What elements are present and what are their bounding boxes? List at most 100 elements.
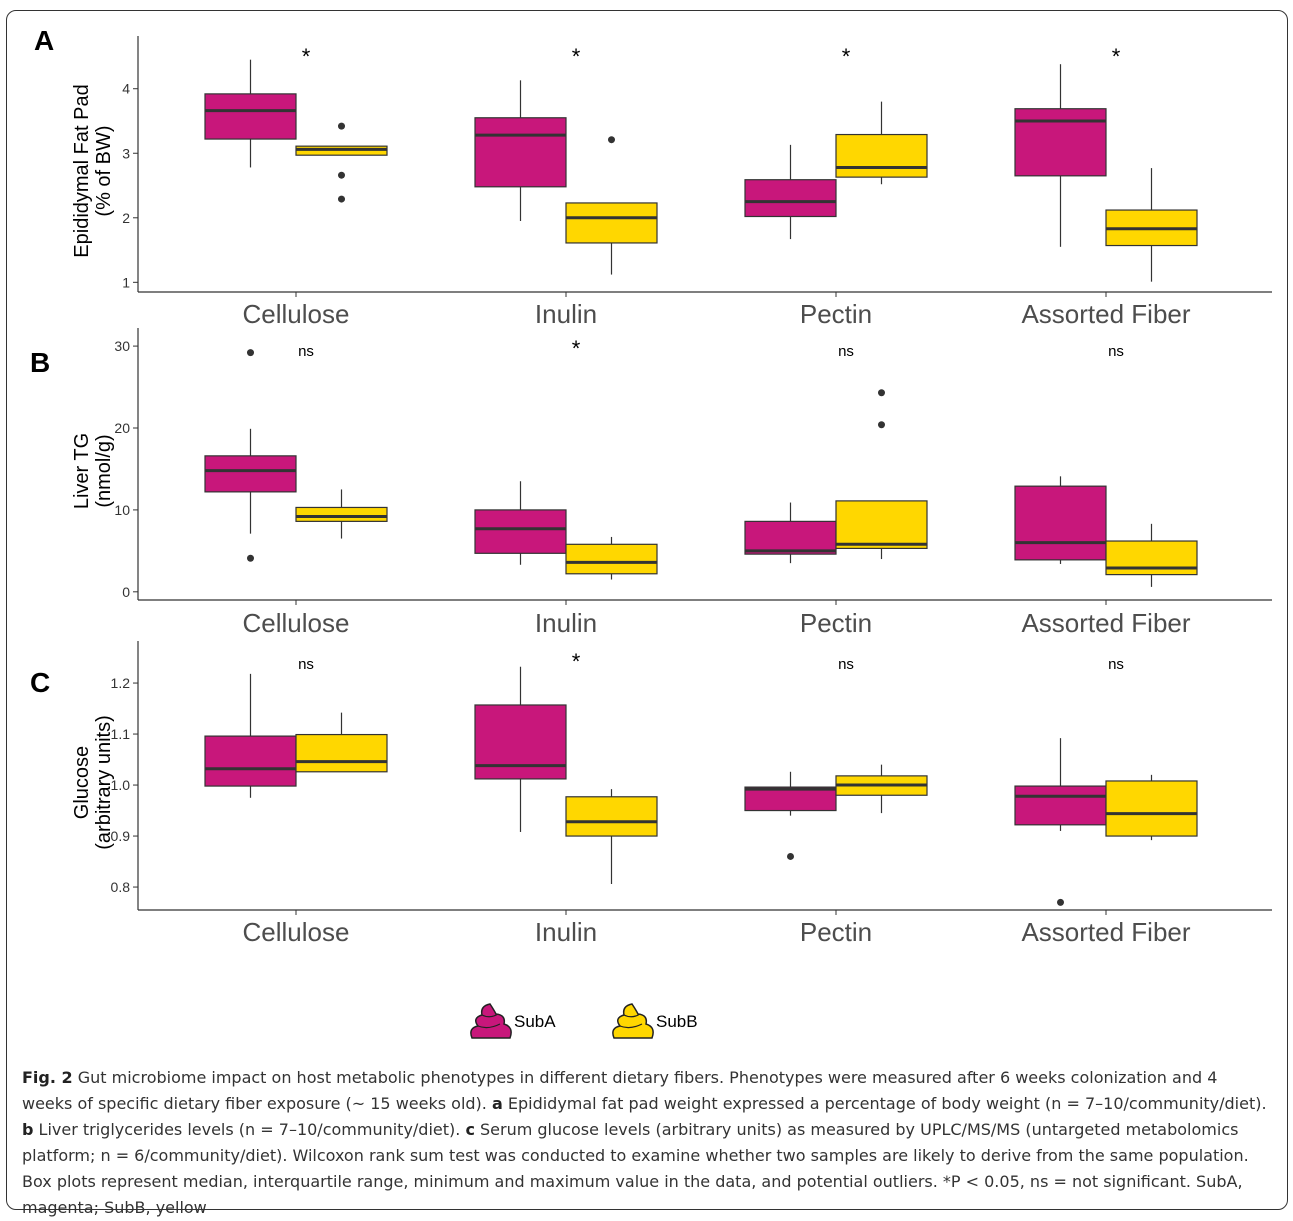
caption-b-label: b [22, 1120, 34, 1139]
significance-label: * [302, 44, 311, 69]
outlier-point [247, 349, 254, 357]
y-axis-title: Glucose(arbitrary units) [71, 715, 115, 849]
x-tick-label: Assorted Fiber [1021, 917, 1190, 947]
legend-label: SubB [656, 1012, 698, 1031]
y-tick-label: 1.1 [111, 726, 131, 742]
box-subb [565, 543, 658, 575]
figure-frame [6, 10, 1288, 1210]
box-suba [744, 179, 837, 218]
y-tick-label: 4 [122, 81, 130, 97]
box-suba [204, 455, 297, 493]
y-tick-label: 2 [122, 210, 130, 226]
panel-letter: A [34, 25, 54, 56]
significance-label: * [572, 44, 581, 69]
caption-c-label: c [465, 1120, 475, 1139]
legend-label: SubA [514, 1012, 556, 1031]
significance-label: ns [838, 656, 854, 673]
significance-label: * [572, 336, 581, 361]
y-axis-title-line: Glucose [71, 746, 93, 819]
outlier-point [608, 136, 615, 144]
panel-b: B Liver TG(nmol/g) 0 10 20 30 Cellulose ns Inuli… [30, 328, 1272, 638]
poop-icon-shape [612, 1003, 654, 1039]
y-axis-title: Liver TG(nmol/g) [71, 433, 115, 509]
significance-label: * [572, 649, 581, 674]
outlier-point [338, 171, 345, 179]
box-subb [835, 500, 928, 549]
panel-c: C Glucose(arbitrary units) 0.8 0.9 1.0 1.1 1.2… [30, 641, 1272, 947]
y-tick-label: 1.0 [111, 777, 131, 793]
legend: SubA SubB [470, 1003, 698, 1039]
y-axis-title-line: Epididymal Fat Pad [71, 84, 93, 257]
x-tick-label: Inulin [535, 608, 597, 638]
outlier-point [878, 389, 885, 397]
y-tick-label: 1 [122, 274, 130, 290]
panel-letter: B [30, 347, 50, 378]
y-tick-label: 3 [122, 145, 130, 161]
poop-icon-shape [470, 1003, 512, 1039]
significance-label: ns [838, 343, 854, 360]
outlier-point [878, 421, 885, 429]
caption-label: Fig. 2 [22, 1068, 73, 1087]
box-subb [565, 796, 658, 837]
x-tick-label: Cellulose [243, 917, 350, 947]
significance-label: ns [1108, 656, 1124, 673]
y-axis-title-line: (arbitrary units) [93, 715, 115, 849]
box-subb [295, 506, 388, 522]
y-axis-title-line: Liver TG [71, 433, 93, 509]
caption-b-text: Liver triglycerides levels (n = 7–10/com… [33, 1120, 466, 1139]
caption-c-text: Serum glucose levels (arbitrary units) a… [22, 1120, 1249, 1217]
y-tick-label: 10 [114, 502, 130, 518]
y-axis-title-line: (nmol/g) [93, 434, 115, 507]
poop-icon [612, 1003, 654, 1039]
x-tick-label: Assorted Fiber [1021, 608, 1190, 638]
caption-a-label: a [491, 1094, 503, 1113]
outlier-point [787, 852, 794, 860]
significance-label: * [1112, 44, 1121, 69]
outlier-point [338, 122, 345, 130]
poop-icon-detail [619, 1013, 643, 1029]
box-suba [474, 704, 567, 780]
poop-icon-detail [477, 1013, 501, 1029]
box-subb [565, 202, 658, 244]
box-suba [474, 509, 567, 554]
y-axis-title: Epididymal Fat Pad(% of BW) [71, 84, 115, 257]
outlier-point [247, 554, 254, 562]
y-tick-label: 0.8 [111, 879, 131, 895]
y-tick-label: 30 [114, 338, 130, 354]
box-suba [204, 93, 297, 140]
box-suba [1014, 485, 1107, 561]
significance-label: ns [298, 343, 314, 360]
y-tick-label: 0 [122, 584, 130, 600]
significance-label: ns [1108, 343, 1124, 360]
x-tick-label: Cellulose [243, 608, 350, 638]
box-subb [1105, 780, 1198, 837]
box-suba [744, 786, 837, 812]
x-tick-label: Inulin [535, 299, 597, 329]
y-tick-label: 20 [114, 420, 130, 436]
x-tick-label: Pectin [800, 608, 872, 638]
box-suba [744, 520, 837, 555]
y-tick-label: 1.2 [111, 675, 131, 691]
poop-icon [470, 1003, 512, 1039]
box-suba [474, 117, 567, 188]
box-suba [204, 735, 297, 787]
box-subb [1105, 540, 1198, 576]
box-suba [1014, 108, 1107, 177]
y-axis-title-line: (% of BW) [93, 125, 115, 216]
caption-a-text: Epididymal fat pad weight expressed a pe… [502, 1094, 1267, 1113]
x-tick-label: Pectin [800, 299, 872, 329]
x-tick-label: Inulin [535, 917, 597, 947]
y-tick-label: 0.9 [111, 828, 131, 844]
x-tick-label: Assorted Fiber [1021, 299, 1190, 329]
significance-label: ns [298, 656, 314, 673]
figure-caption: Fig. 2 Gut microbiome impact on host met… [22, 1065, 1272, 1221]
figure-plots: A Epididymal Fat Pad(% of BW) 1 2 3 4 Cellulos… [30, 25, 1272, 1039]
outlier-point [338, 195, 345, 203]
significance-label: * [842, 44, 851, 69]
box-subb [835, 133, 928, 178]
box-subb [295, 733, 388, 773]
box-suba [1014, 785, 1107, 826]
caption-text: Gut microbiome impact on host metabolic … [22, 1068, 1218, 1113]
x-tick-label: Pectin [800, 917, 872, 947]
panel-letter: C [30, 667, 50, 698]
